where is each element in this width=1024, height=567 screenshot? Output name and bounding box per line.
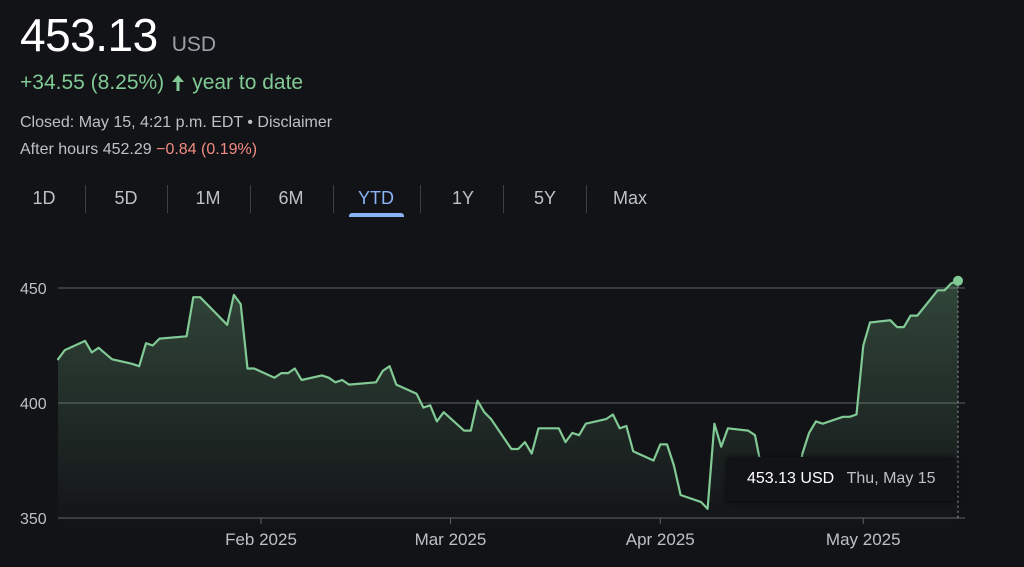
arrow-up-icon <box>172 75 185 91</box>
tab-max[interactable]: Max <box>612 188 647 208</box>
ytd-change: +34.55 (8.25%) year to date <box>20 71 303 95</box>
tooltip-date: Thu, May 15 <box>846 470 936 487</box>
y-tick-label: 400 <box>20 396 47 413</box>
tooltip-price: 453.13 USD <box>747 470 835 487</box>
x-tick-label: Feb 2025 <box>225 530 297 549</box>
y-tick-label: 450 <box>20 281 47 298</box>
tab-divider <box>503 185 504 213</box>
tab-5y[interactable]: 5Y <box>533 188 557 208</box>
tab-divider <box>420 185 421 213</box>
active-tab-indicator <box>349 213 404 217</box>
after-hours-change: −0.84 (0.19%) <box>156 141 258 158</box>
x-tick-label: May 2025 <box>826 530 901 549</box>
after-hours-price: After hours 452.29 <box>20 141 152 158</box>
tab-1y[interactable]: 1Y <box>451 188 475 208</box>
currency-label: USD <box>171 33 217 56</box>
market-status: Closed: May 15, 4:21 p.m. EDT • Disclaim… <box>20 114 333 131</box>
quote-header: 453.13 USD <box>20 8 216 62</box>
tab-divider <box>250 185 251 213</box>
current-price: 453.13 <box>20 9 158 61</box>
price-line <box>56 279 960 510</box>
range-tabs: 1D 5D 1M 6M YTD 1Y 5Y Max <box>0 180 700 220</box>
tab-1m[interactable]: 1M <box>195 188 221 208</box>
tab-divider <box>586 185 587 213</box>
hover-point <box>953 275 963 286</box>
y-tick-label: 350 <box>20 511 47 528</box>
tab-6m[interactable]: 6M <box>278 188 304 208</box>
x-tick-label: Apr 2025 <box>626 530 695 549</box>
price-chart[interactable]: 350 400 450 Feb 2025 Mar 2025 Apr 2025 May 202… <box>0 240 1024 567</box>
tab-5d[interactable]: 5D <box>114 188 138 208</box>
tab-ytd[interactable]: YTD <box>358 188 394 208</box>
chart-tooltip: 453.13 USD Thu, May 15 <box>727 457 955 501</box>
after-hours: After hours 452.29 −0.84 (0.19%) <box>20 141 257 159</box>
tab-divider <box>167 185 168 213</box>
tab-divider <box>85 185 86 213</box>
x-tick-label: Mar 2025 <box>415 530 487 549</box>
change-value: +34.55 (8.25%) <box>20 71 165 94</box>
tab-divider <box>333 185 334 213</box>
tab-1d[interactable]: 1D <box>32 188 56 208</box>
change-period: year to date <box>192 71 304 94</box>
